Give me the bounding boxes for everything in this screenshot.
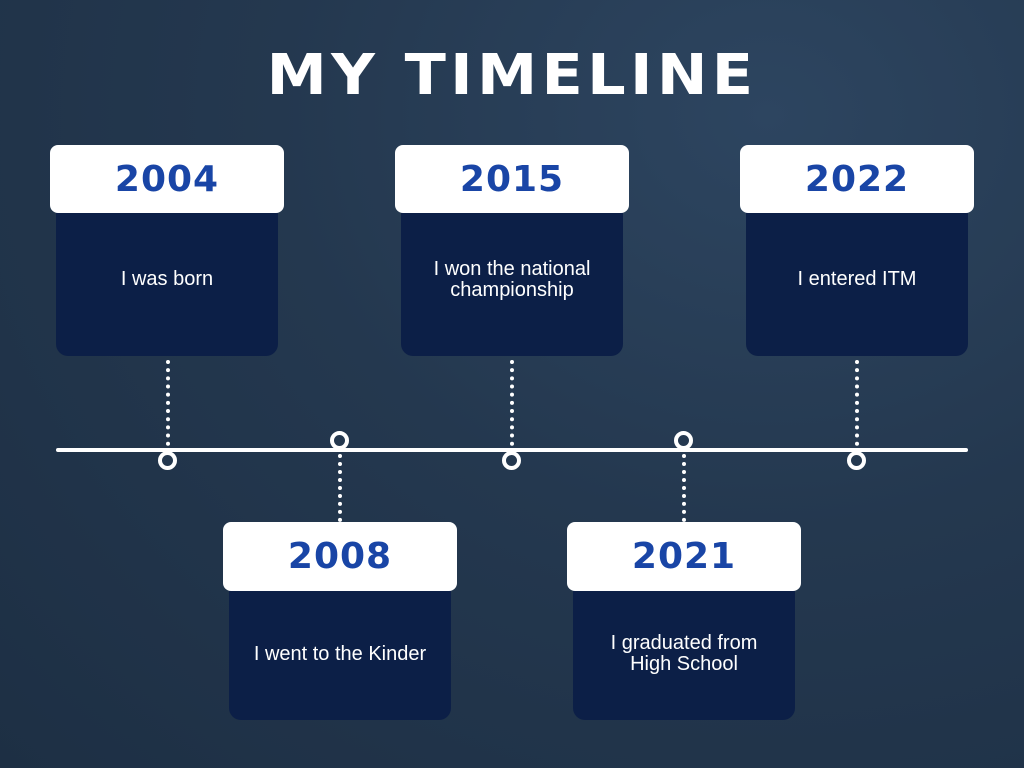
event-text-2022: I entered ITM <box>797 268 917 290</box>
timeline-title: MY TIMELINE <box>266 43 758 108</box>
event-text-2021: I graduated from High School <box>610 632 758 675</box>
event-card-2021: I graduated from High School 2021 <box>567 522 801 720</box>
event-card-2015: I won the national championship 2015 <box>395 145 629 356</box>
event-year-2021: 2021 <box>567 522 801 591</box>
connector-2021 <box>682 446 686 522</box>
connector-2015 <box>510 360 514 454</box>
event-year-2022: 2022 <box>740 145 974 213</box>
event-card-2022: I entered ITM 2022 <box>740 145 974 356</box>
marker-2004 <box>158 451 177 470</box>
event-year-2008: 2008 <box>223 522 457 591</box>
connector-2008 <box>338 446 342 522</box>
marker-2021 <box>674 431 693 450</box>
marker-2022 <box>847 451 866 470</box>
event-year-2004: 2004 <box>50 145 284 213</box>
connector-2004 <box>166 360 170 454</box>
event-text-2004: I was born <box>120 268 214 290</box>
event-card-2004: I was born 2004 <box>50 145 284 356</box>
connector-2022 <box>855 360 859 454</box>
event-year-2015: 2015 <box>395 145 629 213</box>
event-text-2008: I went to the Kinder <box>253 642 427 665</box>
marker-2015 <box>502 451 521 470</box>
event-text-2015: I won the national championship <box>433 257 591 301</box>
event-card-2008: I went to the Kinder 2008 <box>223 522 457 720</box>
marker-2008 <box>330 431 349 450</box>
